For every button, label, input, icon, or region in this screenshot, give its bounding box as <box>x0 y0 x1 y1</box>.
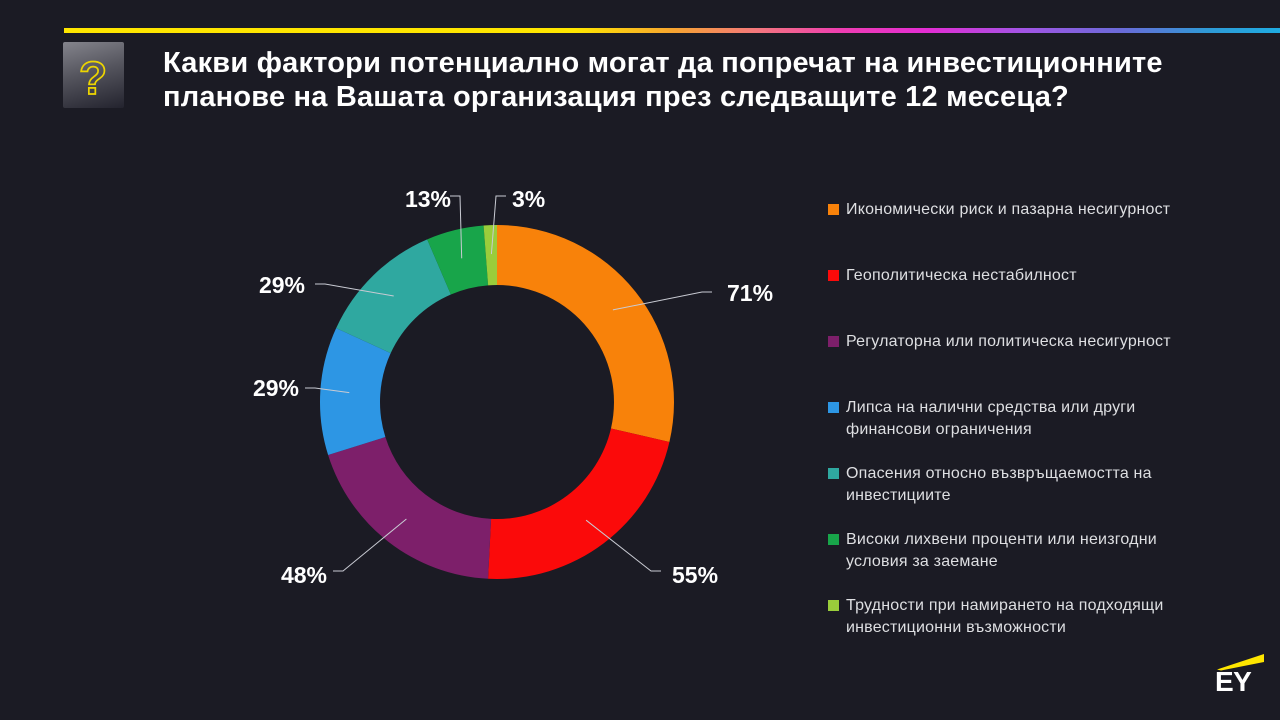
value-label-2: 55% <box>672 562 718 588</box>
legend-swatch-icon <box>828 468 839 479</box>
legend-label: Трудности при намирането на подходящи ин… <box>846 597 1164 636</box>
donut-slice-1 <box>497 225 675 443</box>
value-label-1: 71% <box>727 280 773 306</box>
legend-item-4: Липса на налични средства или други фина… <box>828 397 1208 441</box>
question-icon: ? <box>63 42 124 108</box>
legend-item-6: Високи лихвени проценти или неизгодни ус… <box>828 529 1208 573</box>
donut-slice-2 <box>488 428 670 579</box>
ey-beam-icon <box>1217 654 1264 671</box>
value-label-6: 13% <box>405 186 451 212</box>
donut-slice-6 <box>427 225 489 295</box>
legend-label: Опасения относно възвръщаемостта на инве… <box>846 465 1152 504</box>
legend-swatch-icon <box>828 534 839 545</box>
slide-title: Какви фактори потенциално могат да попре… <box>163 47 1163 113</box>
question-mark-glyph: ? <box>79 52 107 104</box>
legend-label: Липса на налични средства или други фина… <box>846 399 1136 438</box>
legend-item-3: Регулаторна или политическа несигурност <box>828 331 1171 353</box>
legend-swatch-icon <box>828 336 839 347</box>
legend-item-5: Опасения относно възвръщаемостта на инве… <box>828 463 1208 507</box>
ey-logo: EY <box>1215 654 1265 699</box>
leader-line-3 <box>333 518 407 572</box>
legend-item-2: Геополитическа нестабилност <box>828 265 1077 287</box>
legend-label: Регулаторна или политическа несигурност <box>846 333 1171 350</box>
accent-bar <box>64 28 1280 33</box>
legend-label: Високи лихвени проценти или неизгодни ус… <box>846 531 1157 570</box>
value-label-3: 48% <box>281 562 327 588</box>
donut-slice-4 <box>319 328 391 455</box>
legend-swatch-icon <box>828 600 839 611</box>
value-label-4: 29% <box>253 375 299 401</box>
leader-line-1 <box>612 291 712 311</box>
legend-swatch-icon <box>828 402 839 413</box>
legend-label: Икономически риск и пазарна несигурност <box>846 201 1171 218</box>
value-label-7: 3% <box>512 186 545 212</box>
legend-label: Геополитическа нестабилност <box>846 267 1077 284</box>
donut-slice-7 <box>483 225 497 286</box>
legend-item-1: Икономически риск и пазарна несигурност <box>828 199 1170 221</box>
leader-line-6 <box>450 195 463 259</box>
value-label-5: 29% <box>259 272 305 298</box>
leader-line-2 <box>585 519 661 572</box>
ey-logo-text: EY <box>1215 666 1252 697</box>
legend-swatch-icon <box>828 270 839 281</box>
leader-line-7 <box>490 195 506 255</box>
question-mark-icon: ? <box>78 51 108 105</box>
legend-swatch-icon <box>828 204 839 215</box>
legend-item-7: Трудности при намирането на подходящи ин… <box>828 595 1208 639</box>
donut-slice-3 <box>328 437 492 579</box>
leader-line-4 <box>305 387 350 394</box>
chart-legend: Икономически риск и пазарна несигурност Г… <box>828 199 1208 649</box>
leader-line-5 <box>315 283 394 297</box>
